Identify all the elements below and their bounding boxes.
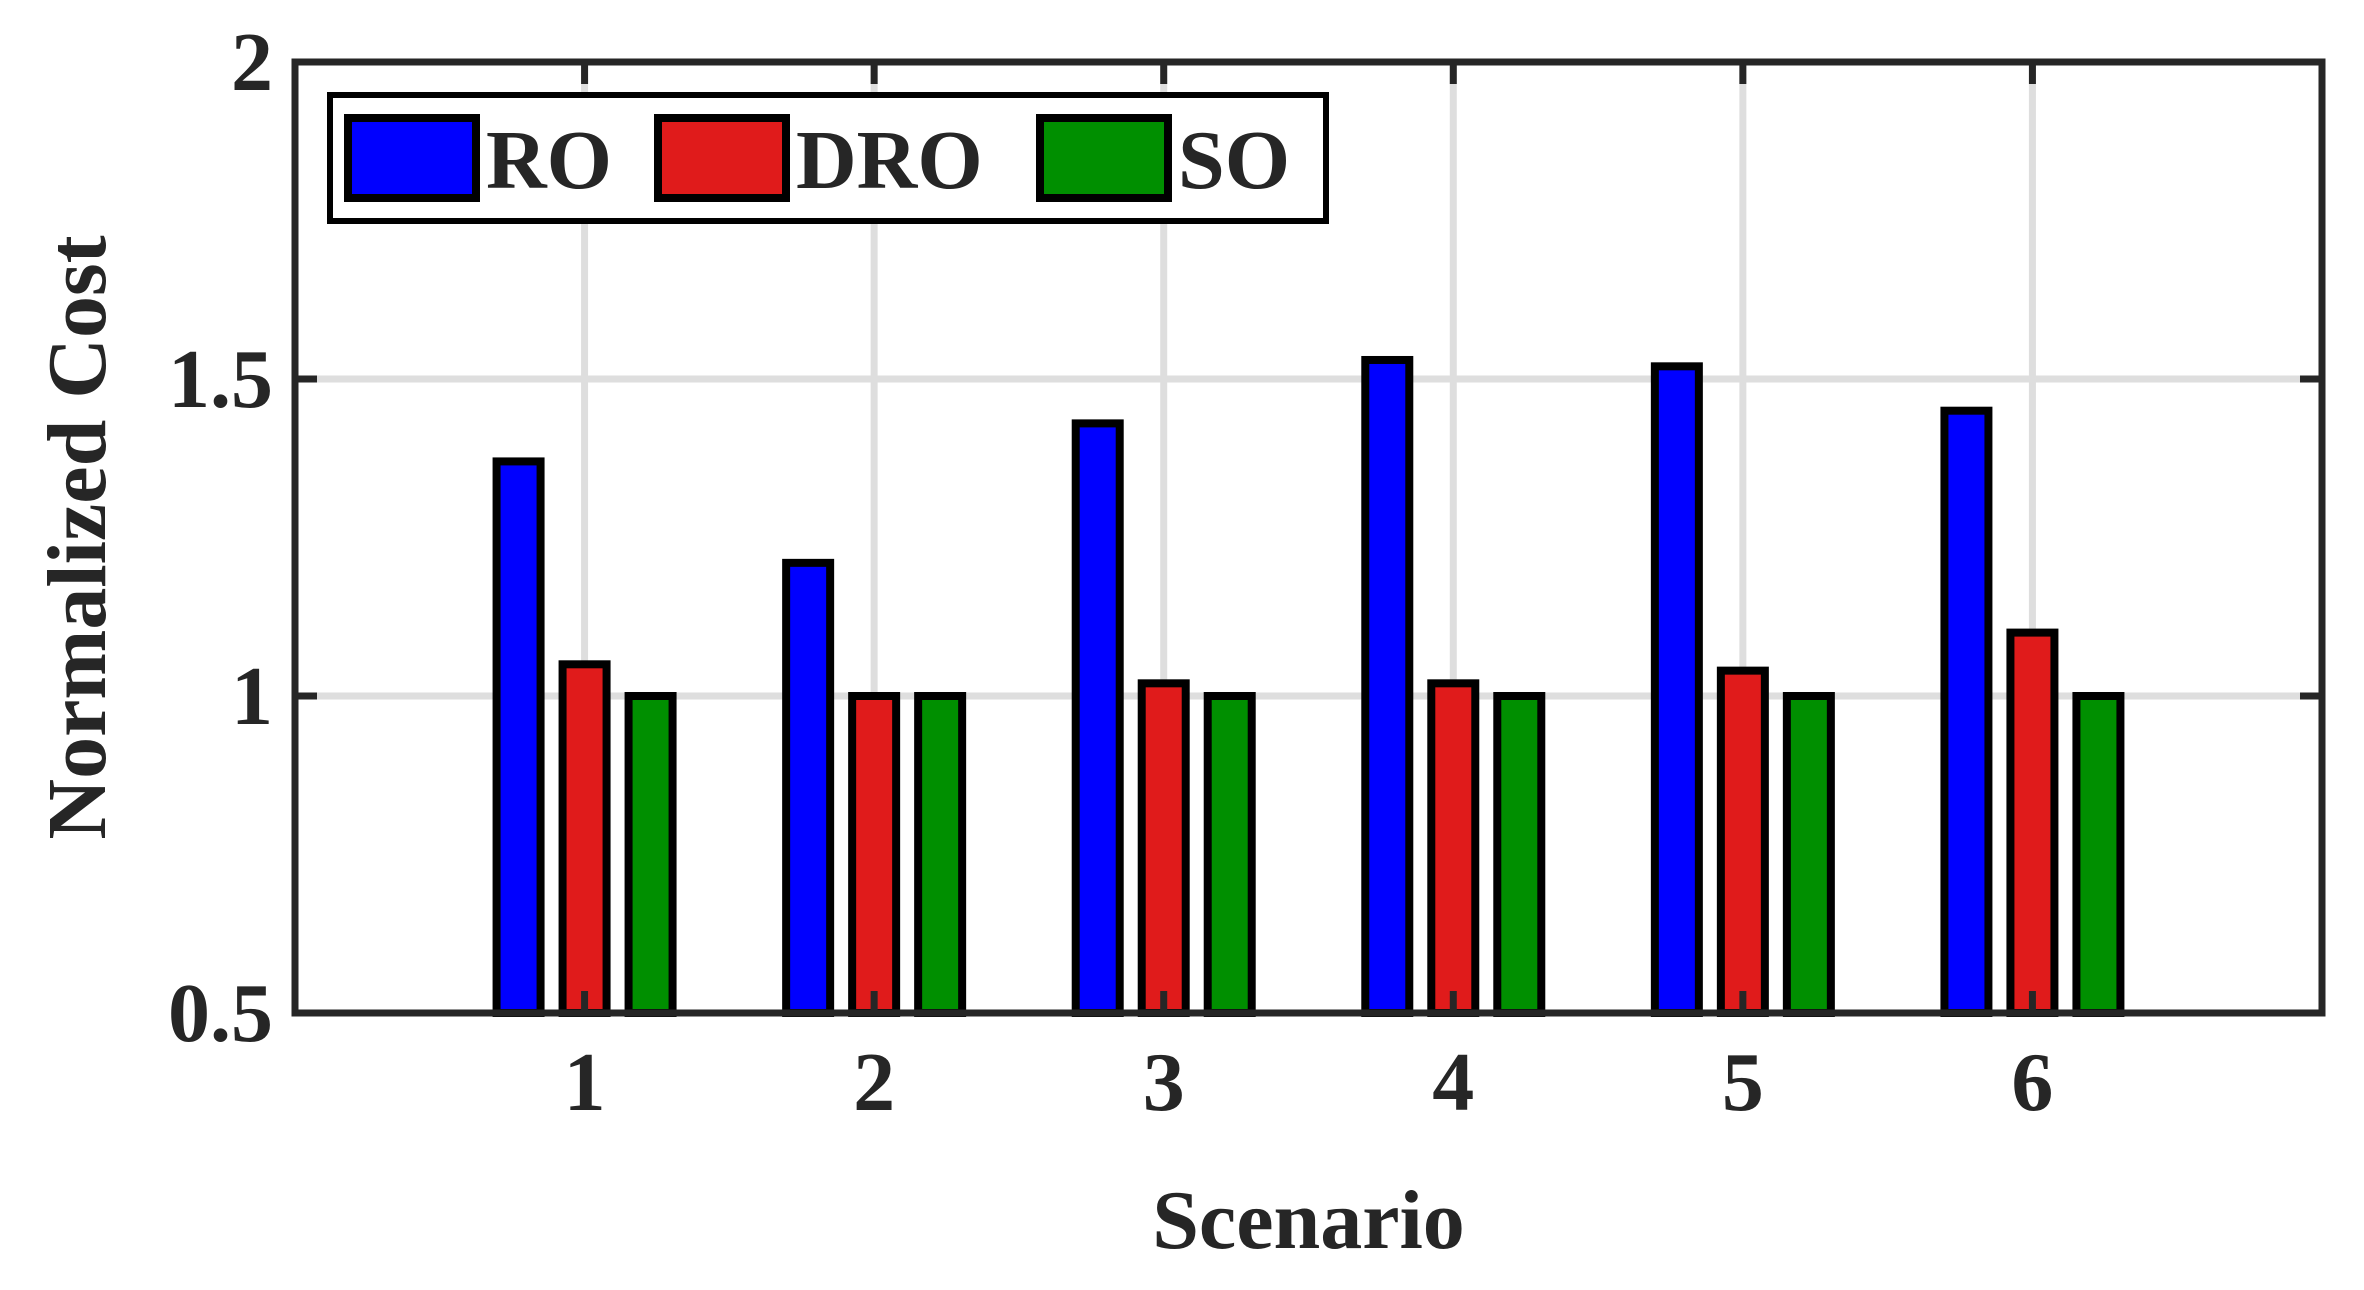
legend-label-dro: DRO — [796, 114, 983, 207]
bar-dro-6 — [2006, 628, 2059, 1017]
y-tick-label: 2 — [231, 16, 273, 109]
x-tick-label: 6 — [2011, 1036, 2053, 1129]
bar-ro-3 — [1071, 419, 1124, 1017]
bar-ro-2 — [782, 558, 835, 1017]
legend: RO DRO SO — [327, 92, 1329, 224]
legend-swatch-so — [1036, 114, 1172, 202]
bars-layer — [492, 355, 2125, 1018]
bar-ro-6 — [1940, 406, 1993, 1017]
bar-so-5 — [1782, 692, 1835, 1017]
y-tick-label: 1 — [231, 650, 273, 743]
legend-label-so: SO — [1178, 114, 1290, 207]
bar-ro-1 — [492, 457, 545, 1018]
bar-so-6 — [2072, 692, 2125, 1017]
legend-swatch-ro — [344, 114, 480, 202]
bar-so-2 — [914, 692, 967, 1017]
x-tick-label: 3 — [1143, 1036, 1185, 1129]
bar-ro-5 — [1650, 362, 1703, 1017]
bar-dro-2 — [848, 692, 901, 1017]
bar-dro-5 — [1716, 666, 1769, 1017]
bar-ro-4 — [1361, 355, 1414, 1018]
x-axis-title: Scenario — [1152, 1174, 1465, 1267]
x-tick-label: 1 — [564, 1036, 606, 1129]
legend-label-ro: RO — [486, 114, 612, 207]
plot-frame — [291, 58, 2326, 1017]
y-tick-label: 0.5 — [168, 967, 273, 1060]
bar-dro-1 — [558, 660, 611, 1017]
x-tick-label: 4 — [1432, 1036, 1474, 1129]
bar-so-3 — [1203, 692, 1256, 1017]
legend-swatch-dro — [654, 114, 790, 202]
bar-dro-4 — [1427, 679, 1480, 1017]
x-tick-label: 5 — [1722, 1036, 1764, 1129]
bar-so-4 — [1493, 692, 1546, 1017]
y-axis-title: Normalized Cost — [31, 235, 124, 839]
x-tick-label: 2 — [853, 1036, 895, 1129]
bar-so-1 — [624, 692, 677, 1017]
axes-layer: 1 2 3 4 5 6 0.5 1 1.5 2 — [168, 16, 2326, 1129]
y-tick-label: 1.5 — [168, 333, 273, 426]
bar-dro-3 — [1137, 679, 1190, 1017]
